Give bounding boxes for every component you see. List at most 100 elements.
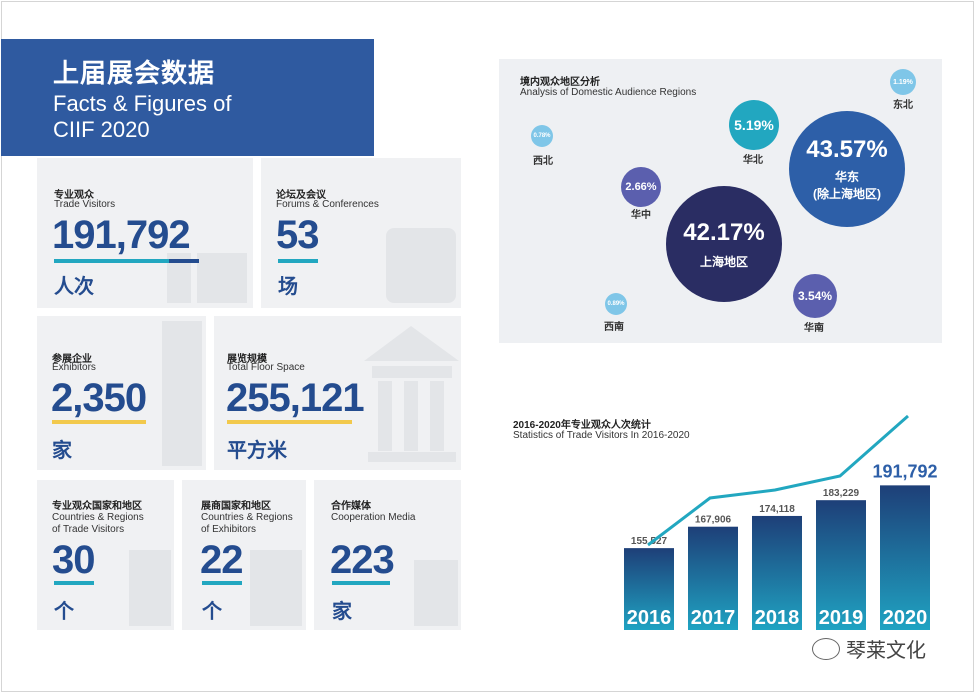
bar-2018 bbox=[752, 515, 802, 630]
stat-label-en: Cooperation Media bbox=[331, 512, 416, 523]
stat-label-en: of Exhibitors bbox=[201, 524, 257, 535]
accent-bar bbox=[202, 581, 242, 585]
data-label: 155,527 bbox=[631, 536, 668, 547]
x-tick-label: 2020 bbox=[883, 607, 928, 629]
accent-bar bbox=[332, 581, 390, 585]
stat-label-en: of Trade Visitors bbox=[52, 524, 125, 535]
region-pct: 43.57% bbox=[806, 136, 888, 163]
bar-2019 bbox=[816, 500, 866, 630]
stat-label-en: Trade Visitors bbox=[54, 199, 116, 210]
stat-label-en: Forums & Conferences bbox=[276, 199, 379, 210]
region-bubble-northwest: 0.78% bbox=[531, 125, 553, 147]
bg-pattern bbox=[129, 550, 171, 626]
stat-label-cn: 展商国家和地区 bbox=[201, 501, 271, 512]
region-label: 东北 bbox=[893, 100, 913, 111]
region-label: 华南 bbox=[804, 323, 824, 334]
trend-line bbox=[647, 414, 909, 547]
watermark-text: 琴莱文化 bbox=[846, 640, 926, 662]
region-name: 华东 bbox=[834, 170, 859, 184]
x-tick-label: 2018 bbox=[755, 607, 800, 629]
card-exhibitors: 参展企业 Exhibitors 2,350 家 bbox=[37, 316, 206, 470]
stat-unit: 平方米 bbox=[227, 440, 287, 462]
accent-bar bbox=[54, 259, 169, 263]
bar-2017 bbox=[688, 526, 738, 630]
bg-pattern bbox=[197, 253, 247, 303]
region-label: 华北 bbox=[743, 155, 763, 166]
page-subtitle-line2: CIIF 2020 bbox=[53, 117, 150, 142]
stat-label-cn: 论坛及会议 bbox=[276, 190, 326, 201]
data-label: 174,118 bbox=[759, 504, 795, 515]
region-bubble-south: 3.54% bbox=[793, 274, 837, 318]
chart-title: 2016-2020年专业观众人次统计 bbox=[513, 420, 651, 431]
bg-pattern bbox=[250, 550, 302, 626]
page-title: 上届展会数据 bbox=[53, 58, 216, 88]
region-bubble-north: 5.19% bbox=[729, 100, 779, 150]
card-media: 合作媒体 Cooperation Media 223 家 bbox=[314, 480, 461, 630]
region-label: 华中 bbox=[631, 210, 651, 221]
stat-value: 22 bbox=[200, 538, 243, 582]
building-icon bbox=[364, 326, 459, 462]
stat-label-cn: 专业观众国家和地区 bbox=[52, 501, 142, 512]
stat-value: 223 bbox=[330, 538, 395, 582]
bg-pattern bbox=[162, 321, 202, 466]
page-subtitle-line1: Facts & Figures of bbox=[53, 91, 232, 116]
stat-unit: 场 bbox=[278, 276, 298, 298]
wechat-icon bbox=[812, 637, 840, 660]
stat-label-cn: 合作媒体 bbox=[331, 501, 371, 512]
stat-label-cn: 专业观众 bbox=[54, 190, 94, 201]
chart-subtitle: Statistics of Trade Visitors In 2016-202… bbox=[513, 430, 690, 441]
accent-bar bbox=[54, 581, 94, 585]
region-bubble-northeast: 1.19% bbox=[890, 69, 916, 95]
stat-value: 191,792 bbox=[52, 213, 191, 257]
card-floor-space: 展览规模 Total Floor Space 255,121 平方米 bbox=[214, 316, 461, 470]
data-label: 191,792 bbox=[872, 461, 937, 481]
region-name: 上海地区 bbox=[699, 254, 748, 269]
stat-label-en: Exhibitors bbox=[52, 362, 96, 373]
accent-bar bbox=[52, 420, 146, 424]
stat-unit: 家 bbox=[332, 601, 352, 623]
title-banner: 上届展会数据 Facts & Figures of CIIF 2020 bbox=[1, 39, 374, 156]
stat-value: 255,121 bbox=[226, 376, 365, 420]
data-label: 167,906 bbox=[695, 515, 732, 526]
regions-title: 境内观众地区分析 bbox=[520, 77, 600, 88]
x-tick-label: 2019 bbox=[819, 607, 864, 629]
region-pct: 42.17% bbox=[683, 218, 765, 246]
region-bubble-east: 43.57% 华东 (除上海地区) bbox=[789, 111, 905, 227]
bg-pattern bbox=[414, 560, 458, 626]
stat-unit: 个 bbox=[202, 601, 222, 623]
stat-label-en: Countries & Regions bbox=[52, 512, 144, 523]
region-bubble-shanghai: 42.17% 上海地区 bbox=[666, 186, 782, 302]
card-trade-visitors: 专业观众 Trade Visitors 191,792 人次 bbox=[37, 158, 253, 308]
stat-label-cn: 展览规模 bbox=[227, 354, 267, 365]
accent-bar bbox=[278, 259, 318, 263]
region-bubble-southwest: 0.89% bbox=[605, 293, 627, 315]
stat-value: 30 bbox=[52, 538, 95, 582]
card-exhibitor-countries: 展商国家和地区 Countries & Regions of Exhibitor… bbox=[182, 480, 306, 630]
region-name-sub: (除上海地区) bbox=[813, 187, 881, 201]
region-label: 西南 bbox=[604, 322, 624, 333]
stat-label-cn: 参展企业 bbox=[52, 354, 92, 365]
stat-label-en: Countries & Regions bbox=[201, 512, 293, 523]
region-bubble-central: 2.66% bbox=[621, 167, 661, 207]
bar-2020 bbox=[880, 485, 930, 630]
stat-unit: 人次 bbox=[54, 276, 94, 298]
stat-unit: 个 bbox=[54, 601, 74, 623]
regions-panel: 境内观众地区分析 Analysis of Domestic Audience R… bbox=[499, 59, 942, 343]
accent-bar bbox=[227, 420, 352, 424]
stat-label-en: Total Floor Space bbox=[227, 362, 305, 373]
regions-subtitle: Analysis of Domestic Audience Regions bbox=[520, 87, 697, 98]
bar-2016 bbox=[624, 548, 674, 630]
card-forums: 论坛及会议 Forums & Conferences 53 场 bbox=[261, 158, 461, 308]
stat-value: 2,350 bbox=[51, 376, 147, 420]
watermark: 琴莱文化 bbox=[812, 634, 926, 663]
bg-pattern bbox=[386, 228, 456, 303]
region-label: 西北 bbox=[533, 156, 553, 167]
accent-bar bbox=[169, 259, 199, 263]
stat-value: 53 bbox=[276, 213, 319, 257]
stat-unit: 家 bbox=[52, 440, 72, 462]
card-visitor-countries: 专业观众国家和地区 Countries & Regions of Trade V… bbox=[37, 480, 174, 630]
data-label: 183,229 bbox=[823, 488, 860, 499]
x-tick-label: 2017 bbox=[691, 607, 736, 629]
